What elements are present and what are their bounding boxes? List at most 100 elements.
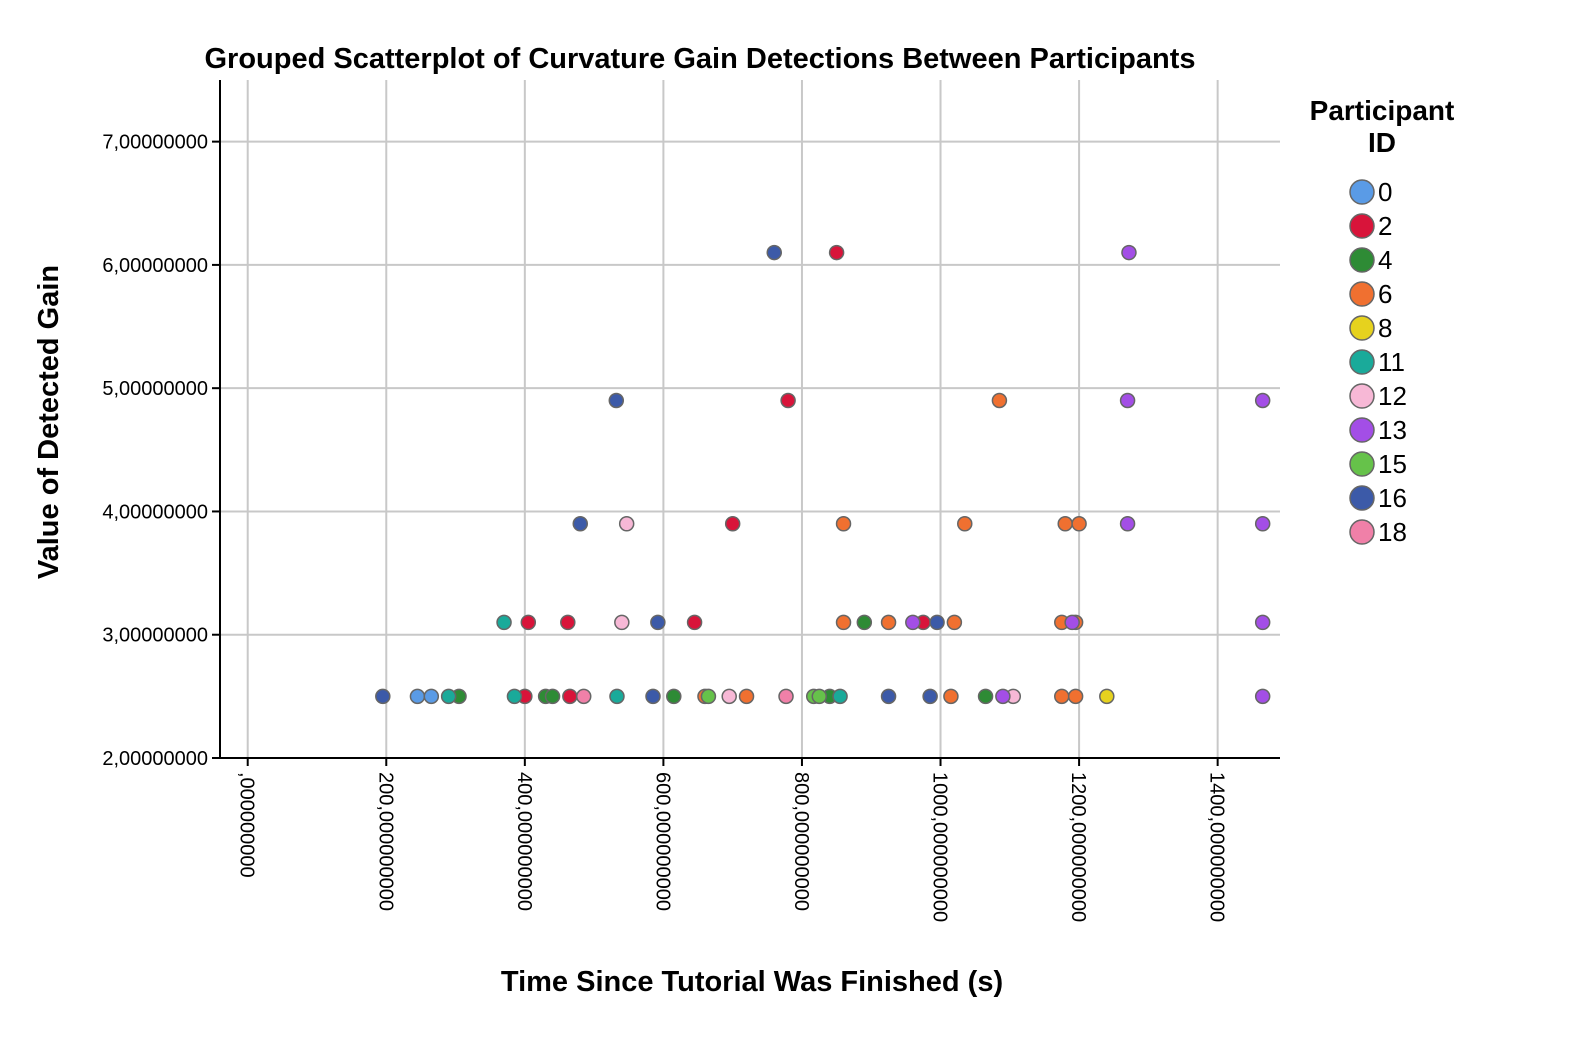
point-participant-6-14 <box>991 392 1008 409</box>
point-participant-6-13 <box>1071 516 1087 532</box>
axes <box>212 80 1280 766</box>
x-tick-label-6: 1200,000000000 <box>1067 772 1089 922</box>
point-participant-4-2 <box>544 688 561 705</box>
x-axis-title: Time Since Tutorial Was Finished (s) <box>501 966 1003 998</box>
legend-marker-8 <box>1349 315 1375 341</box>
point-participant-6-5 <box>835 614 852 631</box>
x-tick-label-7: 1400,000000000 <box>1206 772 1228 922</box>
x-tick-label-1: 200,000000000 <box>374 772 396 911</box>
x-tick-label-4: 800,000000000 <box>790 772 812 911</box>
legend-label-12: 12 <box>1378 381 1407 411</box>
legend-marker-4 <box>1349 247 1375 273</box>
point-participant-6-3 <box>1054 688 1070 705</box>
y-tick-label-3: 5,00000000 <box>102 378 208 400</box>
point-participant-16-7 <box>608 392 625 409</box>
point-participant-13-6 <box>1254 516 1271 532</box>
y-tick-label-1: 3,00000000 <box>102 625 208 647</box>
point-participant-6-10 <box>835 516 852 532</box>
point-participant-6-12 <box>1057 516 1073 532</box>
point-participant-12-2 <box>614 614 630 631</box>
point-participant-13-8 <box>1254 392 1271 409</box>
point-participant-2-4 <box>686 614 703 631</box>
point-participant-13-4 <box>1254 614 1271 631</box>
point-participant-2-2 <box>520 614 537 631</box>
point-participant-13-2 <box>905 614 921 631</box>
point-participant-6-1 <box>738 688 755 705</box>
x-tick-label-3: 600,000000000 <box>651 772 673 911</box>
point-participant-13-3 <box>1064 614 1080 631</box>
y-tick-label-0: 2,00000000 <box>102 748 208 770</box>
point-participant-12-3 <box>618 516 635 532</box>
point-participant-6-7 <box>946 614 963 631</box>
legend-marker-2 <box>1349 213 1375 239</box>
point-participant-8-0 <box>1099 688 1115 705</box>
point-participant-16-5 <box>929 614 945 631</box>
point-participant-16-0 <box>375 688 391 705</box>
point-participant-16-2 <box>880 688 897 705</box>
y-tick-label-2: 4,00000000 <box>102 501 208 523</box>
legend-items: 0 2 4 6 8 11 12 13 15 16 18 <box>1349 177 1407 547</box>
point-participant-18-1 <box>778 688 794 705</box>
legend-marker-11 <box>1349 349 1375 375</box>
point-participant-11-4 <box>496 614 512 631</box>
legend-label-4: 4 <box>1378 245 1392 275</box>
point-participant-11-1 <box>506 688 523 705</box>
point-participant-2-3 <box>560 614 576 631</box>
point-participant-11-2 <box>609 688 625 705</box>
point-participant-6-4 <box>1067 688 1084 705</box>
point-participant-0-0 <box>409 688 426 705</box>
point-participant-4-5 <box>977 688 994 705</box>
point-participant-13-0 <box>995 688 1011 705</box>
y-axis-title: Value of Detected Gain <box>33 265 65 579</box>
point-participant-12-0 <box>721 688 737 705</box>
point-participant-15-2 <box>811 688 828 705</box>
point-participant-13-5 <box>1119 516 1136 532</box>
point-participant-16-1 <box>645 688 661 705</box>
point-participant-11-3 <box>832 688 848 705</box>
legend-label-0: 0 <box>1378 177 1392 207</box>
legend-marker-15 <box>1349 451 1375 477</box>
x-tick-label-2: 400,000000000 <box>513 772 535 911</box>
point-participant-18-0 <box>575 688 592 705</box>
chart-title: Grouped Scatterplot of Curvature Gain De… <box>204 43 1195 75</box>
point-participant-13-7 <box>1119 392 1136 409</box>
point-participant-2-5 <box>724 516 741 532</box>
legend-label-13: 13 <box>1378 415 1407 445</box>
legend-marker-6 <box>1349 281 1375 307</box>
point-participant-2-7 <box>828 244 845 261</box>
point-participant-13-9 <box>1121 244 1137 261</box>
point-participant-6-6 <box>880 614 897 631</box>
point-participant-16-6 <box>572 516 589 532</box>
y-tick-label-4: 6,00000000 <box>102 255 208 277</box>
legend-label-11: 11 <box>1378 347 1405 377</box>
tick-labels: 2,00000000 3,00000000 4,00000000 5,00000000… <box>102 132 1227 923</box>
data-points <box>375 244 1271 705</box>
y-tick-label-5: 7,00000000 <box>102 132 208 154</box>
point-participant-16-8 <box>766 244 782 261</box>
point-participant-6-11 <box>957 516 973 532</box>
legend-title-line1: Participant <box>1310 95 1455 126</box>
legend: Participant ID 0 2 4 6 8 11 12 13 15 16 18 <box>1310 95 1455 547</box>
legend-marker-18 <box>1349 519 1375 545</box>
point-participant-4-6 <box>856 614 873 631</box>
legend-label-8: 8 <box>1378 313 1392 343</box>
legend-marker-0 <box>1349 179 1375 205</box>
point-participant-2-6 <box>780 392 796 409</box>
legend-label-6: 6 <box>1378 279 1392 309</box>
legend-marker-12 <box>1349 383 1375 409</box>
point-participant-0-1 <box>423 688 440 705</box>
x-tick-label-5: 1000,000000000 <box>929 772 951 922</box>
legend-label-18: 18 <box>1378 517 1407 547</box>
legend-label-2: 2 <box>1378 211 1392 241</box>
legend-marker-13 <box>1349 417 1375 443</box>
point-participant-13-1 <box>1254 688 1271 705</box>
point-participant-16-4 <box>650 614 666 631</box>
legend-label-16: 16 <box>1378 483 1407 513</box>
grid <box>220 80 1280 758</box>
legend-title-line2: ID <box>1368 127 1396 158</box>
legend-marker-16 <box>1349 485 1375 511</box>
point-participant-6-2 <box>943 688 959 705</box>
